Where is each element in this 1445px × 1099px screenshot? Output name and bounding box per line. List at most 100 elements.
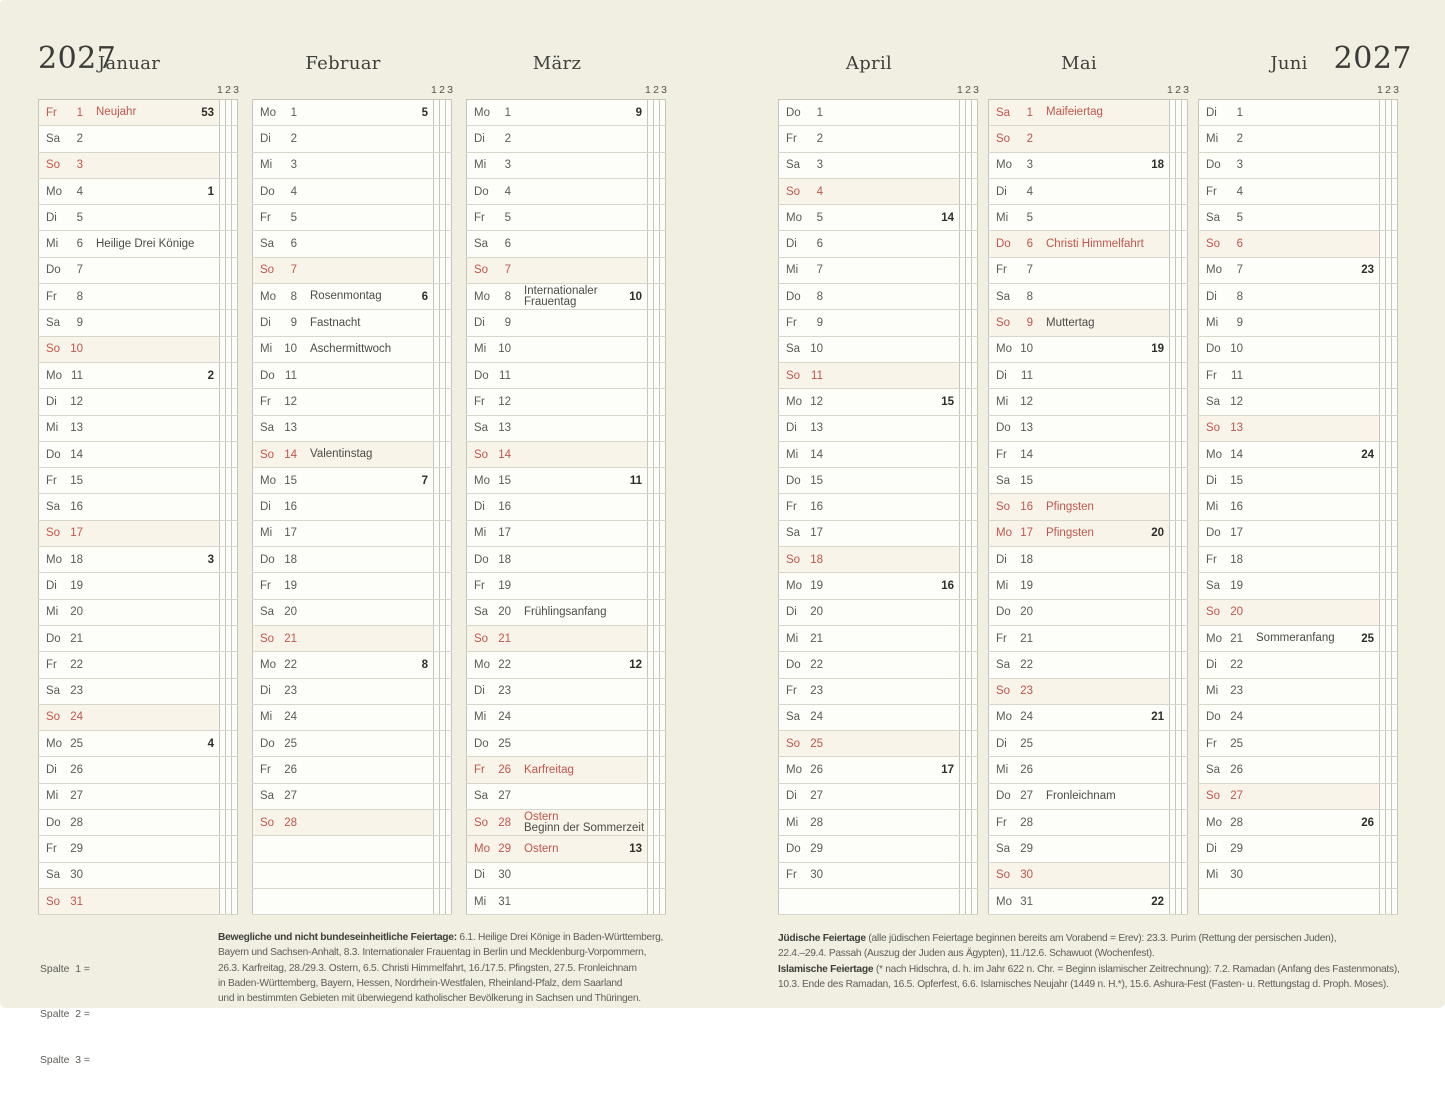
weekday-abbrev: Do: [996, 606, 1011, 619]
day-cell: So 28: [252, 810, 434, 836]
spalte-cell-1: [1380, 205, 1386, 231]
spalte-cell-3: [446, 257, 452, 284]
spalte-cell-1: [220, 599, 226, 625]
day-row: Do 6 Christi Himmelfahrt: [988, 231, 1188, 258]
day-cell: Mo 11 2: [38, 362, 220, 389]
spalte-cell-2: [966, 599, 972, 625]
spalte-cell-2: [226, 310, 232, 336]
spalte-cell-2: [966, 257, 972, 284]
spalte-cell-3: [1392, 731, 1398, 757]
spalte-cell-3: [972, 547, 978, 573]
day-cell: So 24: [38, 704, 220, 731]
spalte-cell-3: [232, 836, 238, 862]
spalte-cell-1: [648, 704, 654, 731]
spalte-cell-1: [960, 573, 966, 599]
day-cell: Mo 4 1: [38, 178, 220, 205]
day-number: 26: [284, 764, 297, 777]
spalte-cell-3: [660, 468, 666, 494]
day-row: Fr 26 Karfreitag: [466, 757, 666, 784]
spalte-cell-2: [1176, 599, 1182, 625]
day-cell: Mo 26 17: [778, 757, 960, 783]
weekday-abbrev: Mi: [474, 527, 487, 540]
spalte-cell-2: [226, 704, 232, 731]
day-cell: Fr 12: [466, 389, 648, 415]
spalte-digit: 1: [217, 84, 223, 96]
day-cell: Mi 16: [1198, 494, 1380, 520]
empty-row: [1198, 888, 1398, 916]
spalte-cell-1: [960, 126, 966, 152]
spalte-cell-2: [226, 757, 232, 783]
spalte-cell-3: [1182, 441, 1188, 468]
spalte-cell-2: [966, 652, 972, 678]
spalte-cell-1: [960, 441, 966, 468]
spalte-cell-2: [226, 389, 232, 415]
day-row: Di 9 Fastnacht: [252, 310, 452, 337]
day-cell: So 17: [38, 520, 220, 547]
weekday-abbrev: Mo: [46, 553, 62, 566]
weekday-abbrev: Sa: [1206, 395, 1221, 408]
day-row: Di 11: [988, 362, 1188, 390]
spalte-cell-3: [232, 257, 238, 284]
day-cell: Do 8: [778, 284, 960, 310]
spalte-cell-1: [434, 599, 440, 625]
spalte-cell-2: [226, 468, 232, 494]
weekday-abbrev: Mi: [474, 343, 487, 356]
spalte-cell-2: [440, 810, 446, 836]
day-row: So 3: [38, 152, 238, 179]
day-row: Mi 20: [38, 599, 238, 626]
day-number: 11: [71, 369, 83, 382]
spalte-cell-2: [654, 625, 660, 652]
spalte-cell-2: [226, 441, 232, 468]
weekday-abbrev: Fr: [46, 474, 57, 487]
spalte-cell-3: [232, 468, 238, 494]
spalte-cell-2: [440, 783, 446, 810]
weekday-abbrev: Mo: [260, 290, 276, 303]
day-cell: Sa 16: [38, 494, 220, 520]
spalte-cell-3: [446, 468, 452, 494]
day-cell: Di 5: [38, 205, 220, 231]
spalte-cell-3: [232, 100, 238, 126]
spalte-cell-3: [660, 888, 666, 915]
day-row: Sa 9: [38, 310, 238, 337]
spalte-cell-3: [1392, 573, 1398, 599]
day-row: Do 13: [988, 415, 1188, 442]
day-row: Do 7: [38, 257, 238, 285]
day-cell: Mi 3: [252, 152, 434, 178]
day-number: 22: [284, 658, 297, 671]
day-cell: Mi 23: [1198, 678, 1380, 704]
day-cell: Mo 29 Ostern 13: [466, 836, 648, 862]
weekday-abbrev: Di: [996, 553, 1007, 566]
spalte-cell-1: [648, 415, 654, 441]
spalte-cell-2: [1386, 389, 1392, 415]
spalte-cell-2: [654, 257, 660, 284]
day-cell: Mo 7 23: [1198, 257, 1380, 284]
weekday-abbrev: Mi: [996, 764, 1009, 777]
day-number: 16: [1230, 501, 1243, 514]
day-number: 9: [76, 317, 83, 330]
spalte-cell-1: [434, 284, 440, 310]
spalte-cell-2: [654, 100, 660, 126]
weekday-abbrev: Mo: [786, 764, 802, 777]
day-number: 8: [1236, 290, 1243, 303]
spalte-cell-1: [434, 152, 440, 178]
spalte-cell-2: [226, 257, 232, 284]
day-cell: Di 27: [778, 783, 960, 810]
weekday-abbrev: Mo: [786, 211, 802, 224]
day-cell: Mi 17: [466, 520, 648, 547]
spalte-cell-3: [972, 810, 978, 836]
day-number: 24: [70, 711, 83, 724]
spalte-cell-1: [434, 494, 440, 520]
day-cell: Mo 8 Internationaler Frauentag 10: [466, 284, 648, 310]
spalte-cell-1: [220, 547, 226, 573]
day-number: 23: [1230, 685, 1243, 698]
day-cell: Mi 6 Heilige Drei Könige: [38, 231, 220, 257]
weekday-abbrev: Fr: [1206, 737, 1217, 750]
spalte-digit: 3: [233, 84, 239, 96]
holiday-label: Pfingsten: [1046, 500, 1094, 513]
day-row: Di 15: [1198, 468, 1398, 495]
day-row: Sa 3: [778, 152, 978, 179]
spalte-cell-3: [660, 757, 666, 783]
spalte-cell-1: [1380, 888, 1386, 915]
day-row: So 28 Ostern Beginn der Sommerzeit: [466, 810, 666, 837]
spalte-cell-2: [966, 678, 972, 704]
